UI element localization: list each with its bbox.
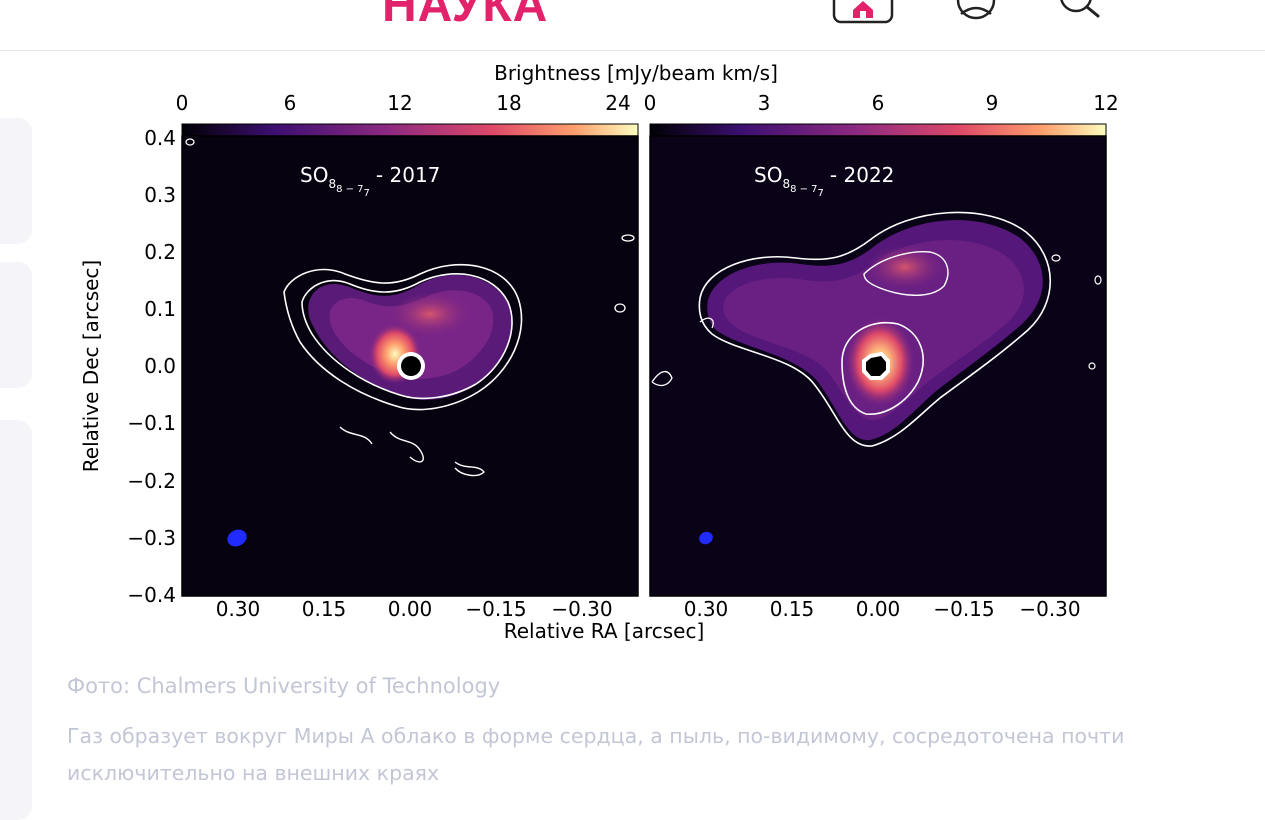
contour-line xyxy=(283,263,523,411)
x-tick-label: −0.30 xyxy=(551,597,612,621)
x-tick-label: −0.15 xyxy=(465,597,526,621)
y-axis-label: Relative Dec [arcsec] xyxy=(79,260,103,472)
panel-label-2022: SO88 − 77- 2022 xyxy=(754,163,894,199)
x-tick-label: 0.15 xyxy=(770,597,815,621)
y-tick-label: 0.4 xyxy=(144,126,176,150)
site-logo[interactable]: НАУКА xyxy=(382,0,549,32)
x-tick-label: 0.15 xyxy=(302,597,347,621)
beam-ellipse xyxy=(227,529,247,547)
x-tick-label: −0.30 xyxy=(1019,597,1080,621)
figure-canvas: Brightness [mJy/beam km/s] 0 6 12 18 24 … xyxy=(79,61,1119,643)
search-icon[interactable] xyxy=(1052,0,1104,24)
side-card[interactable] xyxy=(0,118,32,244)
contour-line xyxy=(698,211,1052,447)
y-tick-label: 0.1 xyxy=(144,297,176,321)
y-axis: 0.4 0.3 0.2 0.1 0.0 −0.1 −0.2 −0.3 −0.4 … xyxy=(79,126,176,607)
colorbar-2022 xyxy=(649,123,1107,137)
x-tick-label: 0.00 xyxy=(388,597,433,621)
photo-credit: Фото: Chalmers University of Technology xyxy=(67,674,501,698)
colorbar-tick: 3 xyxy=(758,91,771,115)
panel-2017: 0 6 12 18 24 SO88 − 77- 2017 xyxy=(176,91,639,597)
panel-2022: 0 3 6 9 12 SO88 − 77- 2022 xyxy=(644,91,1119,597)
x-tick-label: −0.15 xyxy=(933,597,994,621)
colorbar-tick: 18 xyxy=(496,91,521,115)
colorbar-tick: 9 xyxy=(986,91,999,115)
y-tick-label: −0.1 xyxy=(127,411,176,435)
home-icon[interactable] xyxy=(832,0,894,24)
y-tick-label: −0.2 xyxy=(127,469,176,493)
colorbar-tick: 6 xyxy=(284,91,297,115)
beam-ellipse xyxy=(699,531,713,545)
y-tick-label: −0.3 xyxy=(127,526,176,550)
y-tick-label: 0.0 xyxy=(144,354,176,378)
y-tick-label: 0.3 xyxy=(144,183,176,207)
x-tick-label: 0.30 xyxy=(684,597,729,621)
colorbar-tick: 6 xyxy=(872,91,885,115)
x-axis-2022: 0.30 0.15 0.00 −0.15 −0.30 xyxy=(684,597,1081,621)
article-figure: Brightness [mJy/beam km/s] 0 6 12 18 24 … xyxy=(0,52,1180,656)
y-tick-label: −0.4 xyxy=(127,583,176,607)
side-card[interactable] xyxy=(0,420,32,820)
colorbar-tick: 12 xyxy=(387,91,412,115)
user-icon[interactable] xyxy=(952,0,1000,24)
y-tick-label: 0.2 xyxy=(144,240,176,264)
x-axis-2017: 0.30 0.15 0.00 −0.15 −0.30 xyxy=(216,597,613,621)
colorbar-tick: 0 xyxy=(644,91,657,115)
panel-label-2017: SO88 − 77- 2017 xyxy=(300,163,440,199)
colorbar-tick: 24 xyxy=(605,91,630,115)
figure-caption: Газ образует вокруг Миры А облако в форм… xyxy=(67,724,1125,785)
colorbar-ticks-2022: 0 3 6 9 12 xyxy=(644,91,1119,115)
side-card[interactable] xyxy=(0,262,32,388)
x-axis-label: Relative RA [arcsec] xyxy=(504,619,705,643)
x-tick-label: 0.30 xyxy=(216,597,261,621)
colorbar-tick: 0 xyxy=(176,91,189,115)
x-tick-label: 0.00 xyxy=(856,597,901,621)
colorbar-2017 xyxy=(181,123,639,137)
site-header: НАУКА xyxy=(0,0,1265,51)
colorbar-label: Brightness [mJy/beam km/s] xyxy=(494,61,778,85)
colorbar-tick: 12 xyxy=(1093,91,1118,115)
colorbar-ticks-2017: 0 6 12 18 24 xyxy=(176,91,631,115)
